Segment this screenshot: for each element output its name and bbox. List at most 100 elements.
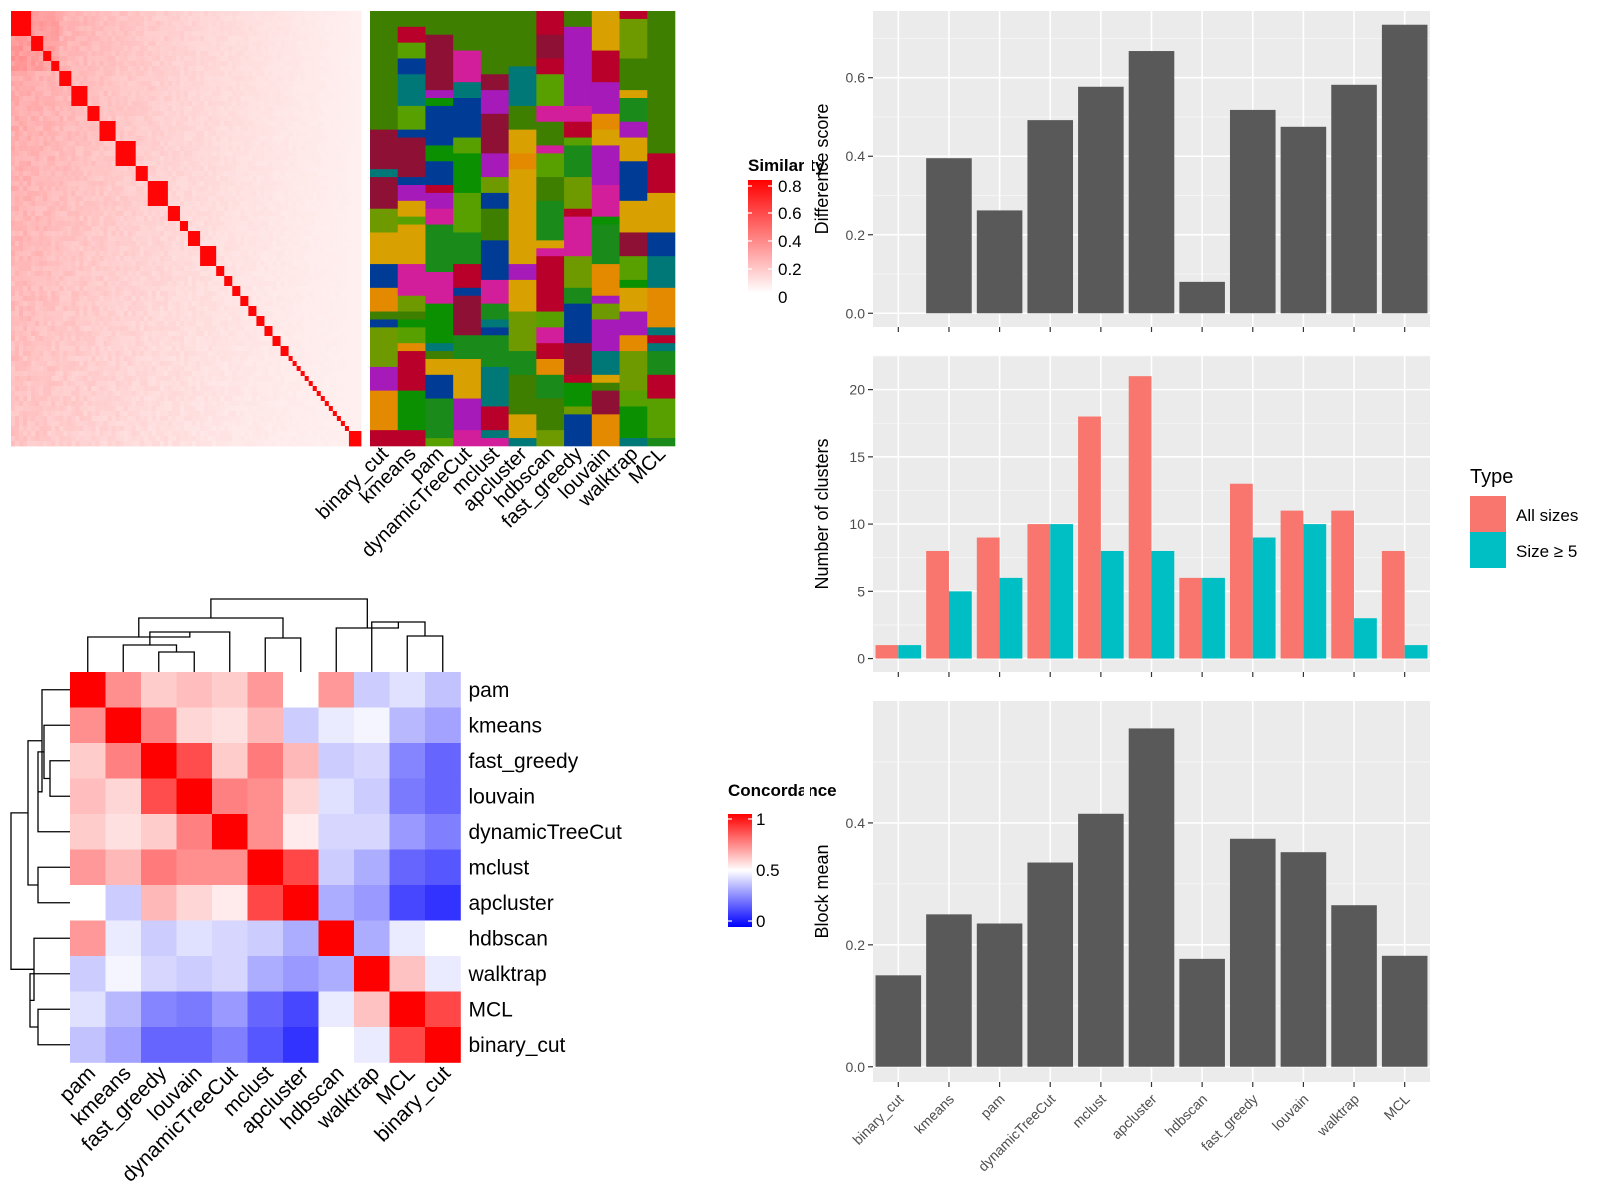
similarity-cell [31,221,36,227]
similarity-cell [304,281,310,287]
similarity-cell [336,131,342,137]
similarity-cell [107,201,112,207]
similarity-cell [324,286,330,292]
similarity-cell [188,11,193,17]
similarity-cell [348,101,354,107]
similarity-cell [71,131,76,137]
similarity-cell [256,181,261,187]
similarity-cell [99,21,104,27]
similarity-cell [220,241,225,247]
similarity-cell [252,181,257,187]
similarity-cell [127,156,133,162]
similarity-cell [71,101,76,107]
similarity-cell [280,56,285,62]
similarity-cell [15,156,20,162]
similarity-cell [35,226,40,232]
similarity-cell [340,181,346,187]
similarity-cell [127,121,133,127]
similarity-cell [151,271,157,277]
similarity-cell [15,281,20,287]
similarity-cell [11,36,16,42]
similarity-cell [320,61,326,67]
similarity-cell [344,151,350,157]
similarity-cell [312,191,318,197]
similarity-cell [35,26,40,32]
similarity-cell [228,131,233,137]
similarity-cell [192,121,197,127]
similarity-cell [192,226,197,232]
similarity-cell [288,71,294,77]
similarity-cell [268,121,273,127]
similarity-cell [175,116,181,122]
similarity-cell [59,96,64,102]
similarity-cell [300,86,306,92]
similarity-cell [67,21,72,27]
similarity-cell [15,101,20,107]
similarity-cell [23,36,28,42]
similarity-cell [83,151,88,157]
similarity-cell [316,241,322,247]
similarity-cell [260,56,265,62]
similarity-cell [256,96,261,102]
similarity-cell [196,266,201,272]
similarity-cell [332,221,338,227]
similarity-cell [352,41,358,47]
similarity-cell [324,21,330,27]
similarity-cell [75,186,80,192]
similarity-cell [183,226,189,232]
similarity-cell [336,171,342,177]
similarity-cell [147,111,153,117]
similarity-cell [151,116,157,122]
similarity-cell [336,51,342,57]
similarity-cell [87,196,92,202]
similarity-cell [67,111,72,117]
similarity-cell [256,196,261,202]
similarity-cell [264,76,269,82]
similarity-cell [192,106,197,112]
similarity-cell [332,206,338,212]
similarity-cell [95,246,100,252]
similarity-cell [167,51,173,57]
similarity-cell [71,256,76,262]
similarity-cell [248,111,253,117]
similarity-cell [107,276,112,282]
similarity-cell [51,186,56,192]
similarity-cell [175,291,181,297]
similarity-cell [208,96,213,102]
similarity-cell [23,216,28,222]
similarity-cell [352,231,358,237]
similarity-cell [284,236,289,242]
similarity-cell [344,56,350,62]
similarity-cell [320,226,326,232]
similarity-cell [75,286,80,292]
similarity-cell [23,276,28,282]
similarity-cell [63,141,68,147]
similarity-cell [171,91,177,97]
similarity-cell [244,276,249,282]
similarity-cell [83,41,88,47]
similarity-cell [336,11,342,17]
similarity-cell [320,11,326,17]
similarity-cell [183,56,189,62]
similarity-cell [188,286,193,292]
similarity-cell [300,191,306,197]
similarity-cell [188,236,193,242]
similarity-cell [316,146,322,152]
similarity-cell [252,266,257,272]
similarity-cell [87,46,92,52]
similarity-cell [340,21,346,27]
similarity-cell [107,16,112,22]
similarity-cell [268,106,273,112]
similarity-cell [252,271,257,277]
similarity-cell [63,126,68,132]
similarity-cell [143,36,149,42]
similarity-cell [67,216,72,222]
similarity-cell [220,211,225,217]
similarity-cell [356,146,362,152]
similarity-cell [19,46,24,52]
similarity-cell [35,126,40,132]
similarity-cell [91,221,96,227]
similarity-cell [167,251,173,257]
similarity-cell [268,246,273,252]
similarity-cell [324,251,330,257]
